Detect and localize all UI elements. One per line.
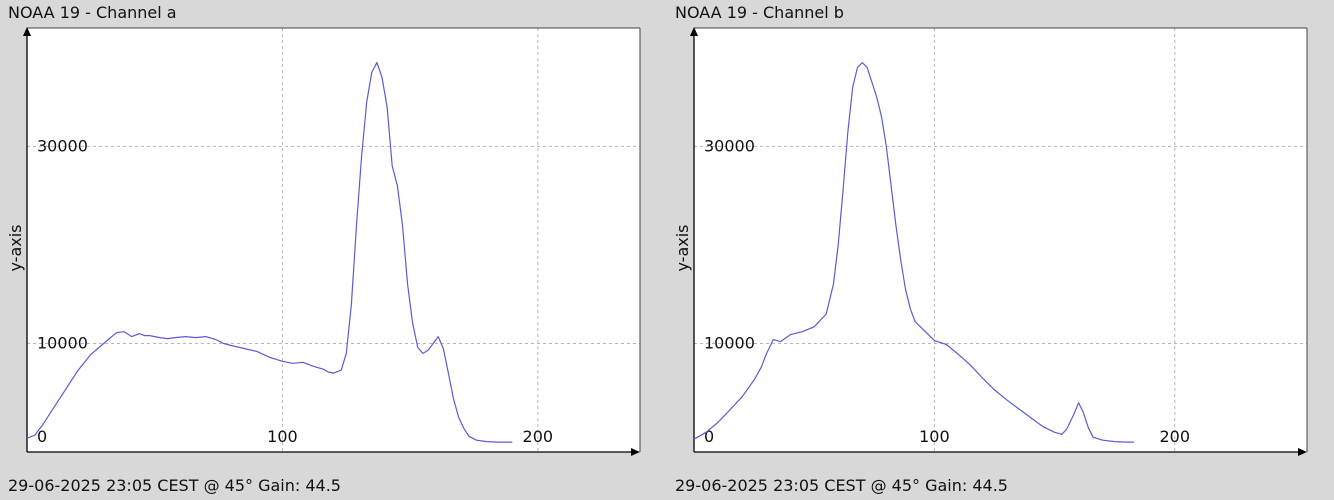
chart-panel-channel-a: NOAA 19 - Channel a 0 100 200 10000 30000 y-a… <box>6 3 641 495</box>
series-line <box>693 61 1134 443</box>
x-tick-label: 100 <box>919 427 950 446</box>
y-axis-arrow <box>690 27 698 36</box>
x-tick-label: 200 <box>1160 427 1191 446</box>
series-line <box>26 61 513 443</box>
plot-background <box>27 28 640 452</box>
y-tick-label: 30000 <box>704 136 755 155</box>
y-tick-label: 30000 <box>37 136 88 155</box>
chart-footer: 29-06-2025 23:05 CEST @ 45° Gain: 44.5 <box>675 476 1008 495</box>
x-tick-label: 200 <box>523 427 554 446</box>
chart-footer: 29-06-2025 23:05 CEST @ 45° Gain: 44.5 <box>8 476 341 495</box>
y-tick-label: 10000 <box>704 334 755 353</box>
chart-title: NOAA 19 - Channel b <box>675 3 844 22</box>
y-axis-arrow <box>23 27 31 36</box>
x-axis-arrow <box>1298 448 1307 456</box>
x-axis-arrow <box>631 448 640 456</box>
chart-panel-channel-b: NOAA 19 - Channel b 0 100 200 10000 30000 y-a… <box>667 0 1334 500</box>
x-tick-label: 100 <box>267 427 298 446</box>
chart-plot-area: 0 100 200 10000 30000 y-axis <box>6 27 641 456</box>
chart-plot-area: 0 100 200 10000 30000 y-axis <box>673 27 1308 456</box>
y-tick-label: 10000 <box>37 334 88 353</box>
y-axis-label: y-axis <box>6 224 25 271</box>
chart-title: NOAA 19 - Channel a <box>8 3 177 22</box>
plot-background <box>694 28 1307 452</box>
x-tick-label: 0 <box>704 427 714 446</box>
y-axis-label: y-axis <box>673 224 692 271</box>
x-tick-label: 0 <box>37 427 47 446</box>
